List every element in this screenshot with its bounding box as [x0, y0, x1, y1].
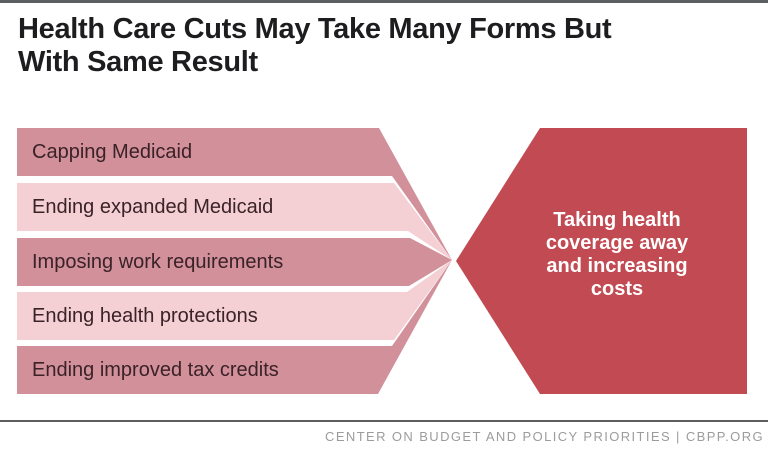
top-divider-rule — [0, 0, 768, 3]
page-title-line-1: Health Care Cuts May Take Many Forms But — [18, 13, 612, 45]
page-title-line-2: With Same Result — [18, 46, 258, 78]
funnel-bar-shape-5 — [17, 260, 452, 394]
funnel-bar-shape-1 — [17, 128, 452, 260]
result-text-line-1: Taking health — [553, 209, 681, 231]
result-text-line-4: costs — [590, 278, 644, 300]
funnel-bar-label-ending-improved-tax-credits: Ending improved tax credits — [32, 358, 279, 381]
result-text-line-2: coverage away — [545, 232, 689, 254]
result-text-line-3: and increasing — [546, 255, 688, 277]
page-title: Health Care Cuts May Take Many Forms But… — [18, 13, 612, 79]
funnel-bar-label-imposing-work-requirements: Imposing work requirements — [32, 250, 284, 273]
funnel-bar-shape-3 — [17, 238, 452, 286]
funnel-bar-label-capping-medicaid: Capping Medicaid — [32, 140, 193, 163]
funnel-bar-label-ending-health-protections: Ending health protections — [32, 304, 258, 327]
funnel-bar-shape-4 — [17, 260, 452, 340]
result-pentagon-shape — [456, 128, 747, 394]
footer-attribution: CENTER ON BUDGET AND POLICY PRIORITIES |… — [325, 429, 764, 444]
footer-divider-rule — [0, 420, 768, 422]
result-pentagon-text: Taking health coverage away and increasi… — [492, 209, 742, 301]
funnel-bar-shape-2 — [17, 183, 452, 260]
funnel-bar-label-ending-expanded-medicaid: Ending expanded Medicaid — [32, 195, 274, 218]
